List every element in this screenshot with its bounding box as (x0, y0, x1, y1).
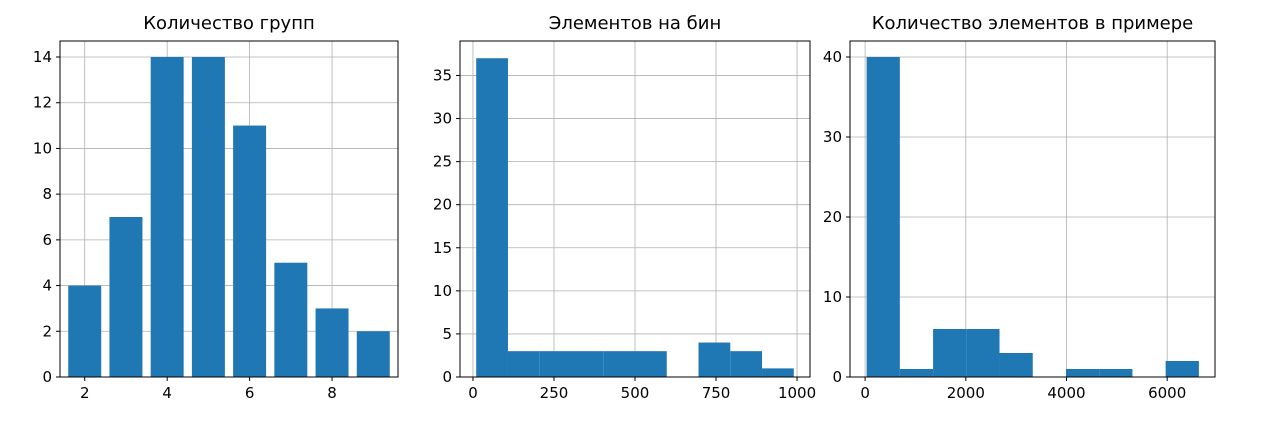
bar (315, 308, 349, 377)
y-tick-label: 15 (433, 239, 452, 257)
y-tick-label: 10 (433, 282, 452, 300)
y-tick-label: 30 (433, 110, 452, 128)
x-tick-label: 4 (162, 384, 172, 402)
chart-title: Количество групп (143, 13, 315, 34)
y-tick-label: 0 (832, 368, 842, 386)
y-tick-label: 14 (33, 48, 52, 66)
bar (356, 331, 390, 377)
histogram-bin (999, 353, 1033, 377)
y-tick-label: 20 (823, 208, 842, 226)
x-tick-label: 2 (80, 384, 90, 402)
bar (233, 125, 267, 377)
bar (150, 57, 184, 377)
bar (109, 217, 143, 377)
y-tick-label: 8 (42, 185, 52, 203)
histogram-bin (476, 58, 508, 377)
x-tick-label: 6 (245, 384, 255, 402)
y-tick-label: 20 (433, 196, 452, 214)
y-tick-label: 35 (433, 66, 452, 84)
histogram-bin (1065, 369, 1100, 377)
histogram-bin (730, 351, 763, 377)
y-tick-label: 30 (823, 128, 842, 146)
bar (191, 57, 225, 377)
histogram-bin (1165, 361, 1199, 377)
x-tick-label: 8 (327, 384, 337, 402)
y-tick-label: 40 (823, 48, 842, 66)
x-tick-label: 6000 (1148, 384, 1186, 402)
y-tick-label: 12 (33, 94, 52, 112)
histogram-bin (635, 351, 667, 377)
x-tick-label: 0 (860, 384, 870, 402)
x-tick-label: 1000 (778, 384, 816, 402)
y-tick-label: 10 (33, 139, 52, 157)
x-tick-label: 500 (621, 384, 650, 402)
y-tick-label: 10 (823, 288, 842, 306)
chart-group-count: 2 4 6 8 0 2 4 6 8 10 12 14 Количество групп (33, 13, 399, 402)
axes-frame (59, 40, 399, 378)
histogram-bin (899, 369, 934, 377)
histogram-bin (1099, 369, 1133, 377)
x-tick-label: 250 (540, 384, 569, 402)
x-tick-label: 2000 (947, 384, 985, 402)
histogram-bin (507, 351, 540, 377)
y-tick-label: 25 (433, 153, 452, 171)
y-tick-label: 4 (42, 277, 52, 295)
histogram-bin (571, 351, 604, 377)
histogram-bin (933, 329, 967, 377)
chart-title: Количество элементов в примере (872, 13, 1194, 34)
y-tick-label: 5 (442, 325, 452, 343)
histogram-bin (762, 368, 794, 377)
histogram-bin (966, 329, 1000, 377)
chart-elements-per-example: 0 2000 4000 6000 0 10 20 30 40 Количество элемент… (823, 13, 1216, 402)
histogram-bin (539, 351, 572, 377)
x-tick-label: 750 (702, 384, 731, 402)
y-tick-label: 2 (42, 322, 52, 340)
bar (68, 285, 102, 377)
x-tick-label: 4000 (1047, 384, 1085, 402)
axes-frame (849, 40, 1216, 378)
bar (274, 262, 308, 377)
y-tick-label: 6 (42, 231, 52, 249)
y-tick-label: 0 (442, 368, 452, 386)
y-tick-label: 0 (42, 368, 52, 386)
chart-title: Элементов на бин (549, 13, 722, 34)
histogram-bin (603, 351, 635, 377)
histogram-bin (698, 342, 731, 377)
chart-elements-per-bin: 0 250 500 750 1000 0 5 10 15 20 25 30 35 Элементов на… (433, 13, 816, 402)
x-tick-label: 0 (468, 384, 478, 402)
histogram-bin (866, 57, 900, 377)
